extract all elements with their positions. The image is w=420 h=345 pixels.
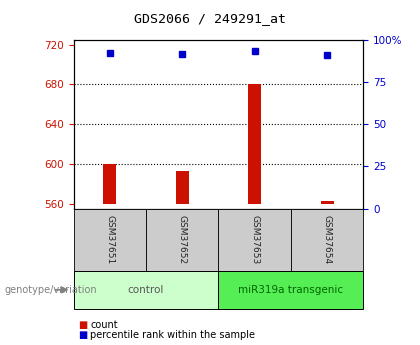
Text: ■: ■: [78, 321, 87, 330]
Text: count: count: [90, 321, 118, 330]
Text: GSM37654: GSM37654: [323, 215, 331, 264]
Bar: [103, 164, 116, 204]
Bar: [176, 171, 189, 204]
Bar: [320, 201, 333, 204]
Text: GSM37651: GSM37651: [105, 215, 114, 264]
Text: GDS2066 / 249291_at: GDS2066 / 249291_at: [134, 12, 286, 26]
Text: GSM37652: GSM37652: [178, 215, 186, 264]
Text: ■: ■: [78, 330, 87, 339]
Bar: [248, 85, 261, 204]
Text: control: control: [128, 285, 164, 295]
Text: GSM37653: GSM37653: [250, 215, 259, 264]
Text: genotype/variation: genotype/variation: [4, 285, 97, 295]
Text: miR319a transgenic: miR319a transgenic: [238, 285, 344, 295]
Text: percentile rank within the sample: percentile rank within the sample: [90, 330, 255, 339]
